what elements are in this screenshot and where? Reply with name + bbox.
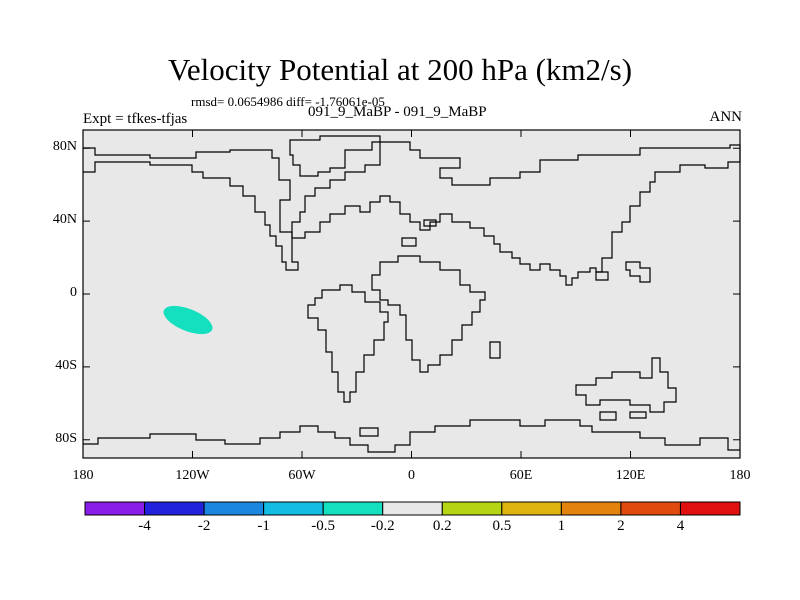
tasmania-outline xyxy=(629,411,647,419)
eurasia-outline xyxy=(291,141,741,286)
rmsd-stats: rmsd= 0.0654986 diff= -1.76061e-05 xyxy=(191,94,385,109)
antarctica-outline xyxy=(83,419,740,453)
island-outline-2 xyxy=(423,219,437,227)
latitude-tick-marks xyxy=(83,147,740,441)
colorbar-label: -4 xyxy=(138,518,151,534)
lat-label: 0 xyxy=(70,285,77,300)
lon-label: 0 xyxy=(408,468,415,483)
colorbar-swatch xyxy=(322,501,384,516)
colorbar-label: -0.2 xyxy=(370,518,395,534)
case-label: 091_9_MaBP - 091_9_MaBP xyxy=(308,104,487,120)
island-outline-3 xyxy=(625,261,651,283)
colorbar-label: 0.5 xyxy=(492,518,512,534)
colorbar-swatch xyxy=(263,501,324,516)
lat-label: 40S xyxy=(55,357,77,373)
colorbar-label: -0.5 xyxy=(311,518,336,534)
negative-anomaly-region xyxy=(163,305,213,335)
colorbar-swatch xyxy=(441,501,503,516)
lon-label: 180 xyxy=(72,468,94,483)
season-label: ANN xyxy=(709,109,743,125)
colorbar xyxy=(84,501,741,516)
lon-label: 60E xyxy=(509,468,533,483)
lat-label: 80N xyxy=(52,139,77,155)
colorbar-swatch xyxy=(679,501,741,516)
colorbar-label: 4 xyxy=(676,518,685,534)
lon-label: 120W xyxy=(175,468,210,483)
longitude-tick-marks xyxy=(82,130,741,458)
south-america-outline xyxy=(307,284,389,403)
colorbar-swatch xyxy=(382,501,443,516)
lat-label: 40N xyxy=(52,212,77,228)
continent-outlines xyxy=(83,135,741,453)
colorbar-swatch xyxy=(144,501,205,516)
lon-label: 180 xyxy=(729,468,751,483)
island-outline-4 xyxy=(595,271,609,281)
madagascar-outline xyxy=(489,341,501,359)
antarctic-island-outline xyxy=(359,427,379,437)
north-america-outline xyxy=(83,147,299,271)
colorbar-swatch xyxy=(560,501,622,516)
lat-label: 80S xyxy=(55,430,77,446)
island-outline-1 xyxy=(401,237,417,247)
page-title: Velocity Potential at 200 hPa (km2/s) xyxy=(167,52,633,87)
africa-outline xyxy=(371,255,486,373)
colorbar-swatch xyxy=(620,501,681,516)
lon-label: 60W xyxy=(288,468,316,483)
new-zealand-outline xyxy=(599,411,617,421)
colorbar-label: 2 xyxy=(617,518,625,534)
colorbar-label: 0.2 xyxy=(432,518,452,534)
arctic-outline xyxy=(289,135,381,177)
colorbar-label: -2 xyxy=(197,518,211,534)
lon-label: 120E xyxy=(615,468,646,483)
colorbar-swatch xyxy=(501,501,562,516)
australia-outline xyxy=(575,357,677,413)
colorbar-swatch xyxy=(84,501,146,516)
colorbar-label: 1 xyxy=(557,518,566,534)
map-background xyxy=(83,130,740,458)
colorbar-label: -1 xyxy=(257,518,270,534)
colorbar-swatch xyxy=(203,501,265,516)
experiment-label: Expt = tfkes-tfjas xyxy=(83,111,188,127)
